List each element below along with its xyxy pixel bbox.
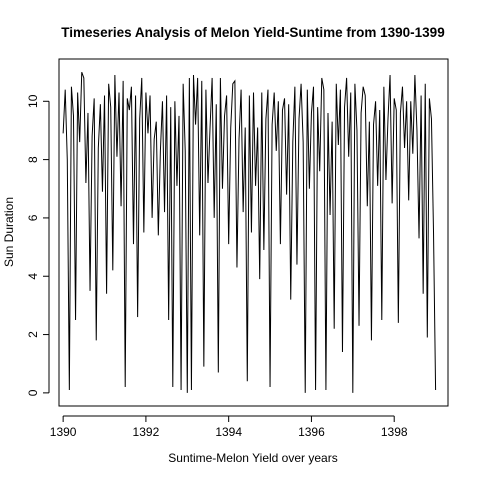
plot-frame — [58, 58, 449, 407]
x-tick-label: 1396 — [298, 425, 325, 439]
y-tick-label: 0 — [26, 389, 40, 396]
x-tick-label: 1390 — [50, 425, 77, 439]
x-tick-label: 1394 — [215, 425, 242, 439]
series-line-sun-duration — [62, 71, 437, 393]
y-tick-label: 8 — [26, 156, 40, 163]
y-axis: 0 2 4 6 8 10 — [26, 94, 50, 396]
chart-title: Timeseries Analysis of Melon Yield-Sunti… — [61, 25, 444, 40]
y-tick-label: 10 — [26, 94, 40, 108]
x-axis: 1390 1392 1394 1396 1398 — [50, 415, 408, 439]
y-tick-label: 6 — [26, 214, 40, 221]
x-axis-label: Suntime-Melon Yield over years — [168, 451, 337, 465]
x-tick-label: 1398 — [381, 425, 408, 439]
y-tick-label: 2 — [26, 331, 40, 338]
y-tick-label: 4 — [26, 273, 40, 280]
x-tick-label: 1392 — [133, 425, 160, 439]
y-axis-label: Sun Duration — [2, 197, 16, 267]
